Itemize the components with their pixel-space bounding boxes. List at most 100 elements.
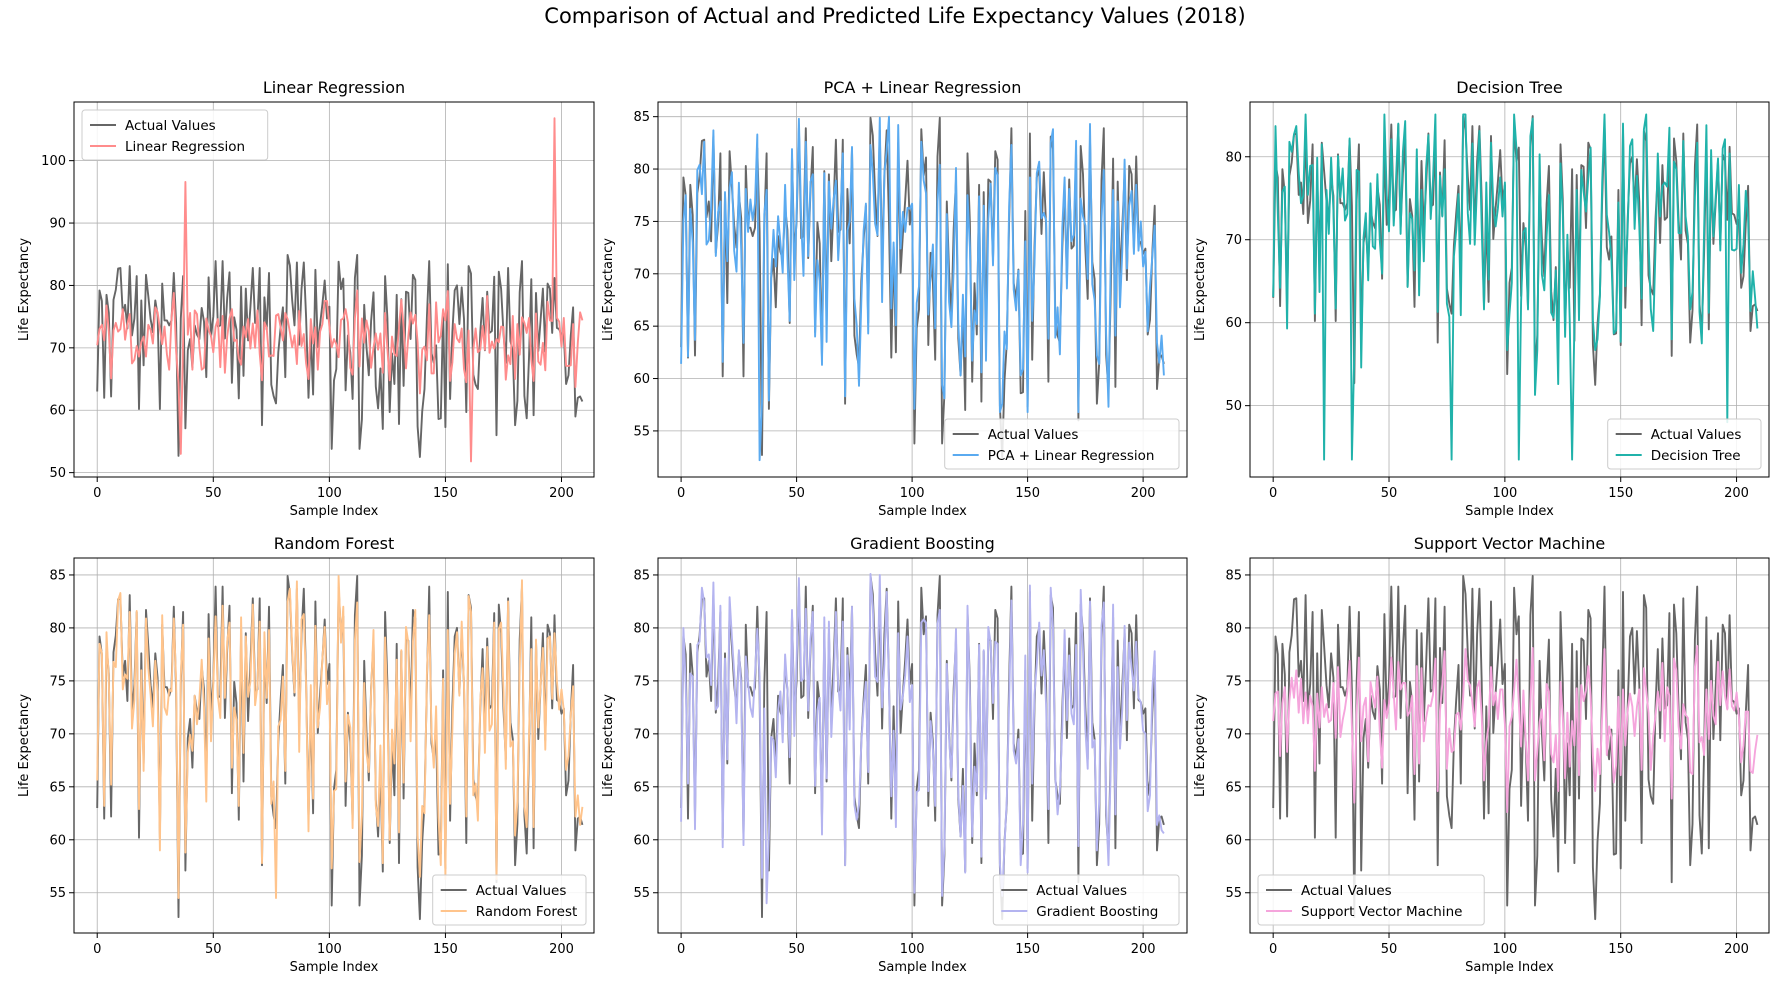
y-tick-label: 50 — [1225, 399, 1242, 414]
x-tick-label: 200 — [549, 486, 574, 501]
y-tick-label: 85 — [49, 568, 66, 583]
plot-frame — [1249, 557, 1770, 934]
x-tick-label: 150 — [1015, 942, 1040, 957]
y-tick-label: 80 — [49, 279, 66, 294]
legend-box — [432, 874, 587, 926]
y-tick-label: 70 — [49, 727, 66, 742]
y-tick-label: 60 — [633, 372, 650, 387]
legend: Actual Values Gradient Boosting — [992, 874, 1180, 926]
subplot-3: 0 50 100 150 200 50 60 70 80 Decision Tree Sample … — [1193, 78, 1770, 519]
legend-label: Support Vector Machine — [1301, 904, 1462, 920]
y-tick-label: 55 — [1225, 886, 1242, 901]
subplot-1: 0 50 100 150 200 50 60 70 80 90 100 Linear Regressi… — [17, 78, 595, 519]
y-tick-label: 65 — [633, 320, 650, 335]
plot-frame — [657, 101, 1188, 478]
x-tick-label: 100 — [317, 942, 342, 957]
subplot-2: 0 50 100 150 200 55 60 65 70 75 80 85 PCA + Linear R… — [601, 78, 1188, 519]
x-tick-label: 200 — [549, 942, 574, 957]
legend-label: Actual Values — [1036, 883, 1127, 899]
y-tick-label: 55 — [633, 424, 650, 439]
y-tick-label: 85 — [633, 110, 650, 125]
y-axis-label: Life Expectancy — [601, 238, 616, 341]
y-tick-label: 90 — [49, 217, 66, 232]
legend-box — [1257, 874, 1485, 926]
legend-label: PCA + Linear Regression — [988, 448, 1155, 464]
legend-label: Linear Regression — [125, 139, 245, 155]
y-tick-label: 75 — [1225, 674, 1242, 689]
subplot-title: PCA + Linear Regression — [824, 78, 1022, 97]
legend-label: Gradient Boosting — [1036, 904, 1158, 920]
y-tick-label: 80 — [49, 621, 66, 636]
y-tick-label: 60 — [49, 404, 66, 419]
y-tick-label: 80 — [633, 163, 650, 178]
legend-label: Random Forest — [476, 904, 578, 920]
y-tick-label: 55 — [49, 886, 66, 901]
x-tick-label: 150 — [1608, 486, 1633, 501]
x-tick-label: 100 — [1492, 486, 1517, 501]
subplot-title: Support Vector Machine — [1414, 534, 1605, 553]
y-axis-label: Life Expectancy — [601, 694, 616, 797]
x-tick-label: 100 — [900, 486, 925, 501]
legend-label: Actual Values — [125, 118, 216, 134]
y-axis-label: Life Expectancy — [1193, 238, 1208, 341]
y-tick-label: 70 — [49, 341, 66, 356]
legend: Actual Values Decision Tree — [1607, 418, 1762, 470]
legend-box — [1607, 418, 1762, 470]
y-tick-label: 80 — [1225, 621, 1242, 636]
plot-frame — [73, 101, 595, 478]
y-tick-label: 70 — [633, 727, 650, 742]
y-tick-label: 65 — [1225, 780, 1242, 795]
legend-box — [944, 418, 1180, 470]
y-tick-label: 70 — [633, 267, 650, 282]
x-axis-label: Sample Index — [290, 504, 379, 519]
figure-title: Comparison of Actual and Predicted Life … — [544, 4, 1246, 28]
y-tick-label: 85 — [633, 568, 650, 583]
x-tick-label: 100 — [1492, 942, 1517, 957]
x-tick-label: 150 — [1015, 486, 1040, 501]
x-tick-label: 200 — [1724, 942, 1749, 957]
legend-label: Actual Values — [1651, 427, 1742, 443]
prediction-line — [96, 575, 584, 899]
y-tick-label: 75 — [633, 215, 650, 230]
y-tick-label: 70 — [1225, 727, 1242, 742]
plot-frame — [657, 557, 1188, 934]
y-tick-label: 75 — [633, 674, 650, 689]
x-tick-label: 100 — [900, 942, 925, 957]
prediction-line — [96, 117, 584, 463]
x-tick-label: 200 — [1131, 942, 1156, 957]
subplot-title: Random Forest — [274, 534, 394, 553]
x-tick-label: 50 — [205, 486, 222, 501]
y-axis-label: Life Expectancy — [17, 694, 32, 797]
y-tick-label: 100 — [41, 154, 66, 169]
prediction-line — [680, 115, 1165, 462]
x-tick-label: 50 — [788, 942, 805, 957]
x-axis-label: Sample Index — [1465, 960, 1554, 975]
x-tick-label: 150 — [1608, 942, 1633, 957]
x-tick-label: 0 — [677, 486, 685, 501]
x-tick-label: 100 — [317, 486, 342, 501]
subplot-4: 0 50 100 150 200 55 60 65 70 75 80 85 Random Forest S… — [17, 534, 595, 975]
subplot-6: 0 50 100 150 200 55 60 65 70 75 80 85 Support Vector… — [1193, 534, 1770, 975]
y-tick-label: 60 — [633, 833, 650, 848]
y-tick-label: 65 — [633, 780, 650, 795]
y-tick-label: 60 — [49, 833, 66, 848]
legend: Actual Values Random Forest — [432, 874, 587, 926]
legend-label: Actual Values — [988, 427, 1079, 443]
x-axis-label: Sample Index — [878, 504, 967, 519]
legend: Actual Values Linear Regression — [81, 109, 269, 161]
subplot-title: Linear Regression — [263, 78, 405, 97]
y-tick-label: 65 — [49, 780, 66, 795]
legend: Actual Values Support Vector Machine — [1257, 874, 1485, 926]
y-tick-label: 80 — [633, 621, 650, 636]
y-tick-label: 50 — [49, 466, 66, 481]
actual-values-line — [96, 253, 584, 458]
x-tick-label: 50 — [205, 942, 222, 957]
x-tick-label: 200 — [1131, 486, 1156, 501]
subplot-title: Decision Tree — [1456, 78, 1563, 97]
y-tick-label: 70 — [1225, 233, 1242, 248]
x-axis-label: Sample Index — [878, 960, 967, 975]
legend-label: Actual Values — [476, 883, 567, 899]
plot-frame — [73, 557, 595, 934]
subplot-title: Gradient Boosting — [850, 534, 995, 553]
